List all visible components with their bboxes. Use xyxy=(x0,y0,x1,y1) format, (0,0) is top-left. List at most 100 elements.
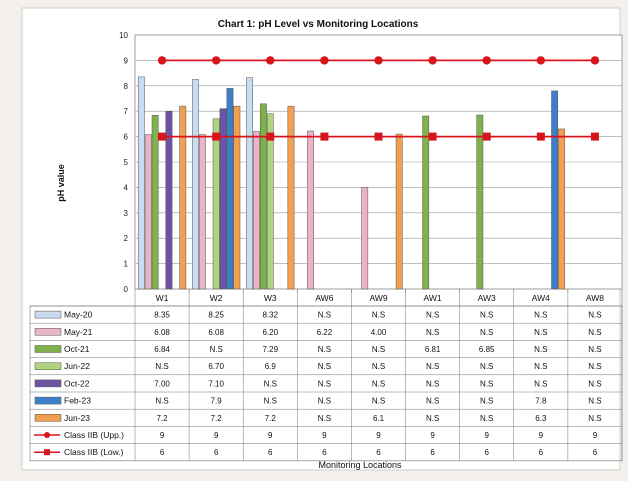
category-label: AW9 xyxy=(369,293,387,303)
table-cell-value: N.S xyxy=(318,414,331,423)
table-cell-value: 6.3 xyxy=(535,414,547,423)
limit-marker xyxy=(320,132,329,141)
legend-swatch xyxy=(34,414,62,422)
y-tick-label: 10 xyxy=(119,31,128,40)
limit-marker xyxy=(536,132,545,141)
table-cell-value: N.S xyxy=(372,362,385,371)
category-label: W3 xyxy=(264,293,277,303)
table-cell-value: 6 xyxy=(539,448,544,457)
table-cell-value: N.S xyxy=(372,397,385,406)
table-cell-value: 6 xyxy=(593,448,598,457)
table-cell-value: 9 xyxy=(484,431,489,440)
table-cell-value: 8.32 xyxy=(262,311,278,320)
legend-swatch xyxy=(34,345,62,353)
y-tick-label: 3 xyxy=(124,209,129,218)
table-cell-value: 7.2 xyxy=(211,414,223,423)
bar xyxy=(233,105,241,290)
table-cell-value: N.S xyxy=(588,345,601,354)
bar xyxy=(219,108,227,290)
limit-marker xyxy=(158,132,167,141)
y-tick-label: 7 xyxy=(124,107,129,116)
bar xyxy=(307,130,314,290)
table-cell-value: 9 xyxy=(214,431,219,440)
table-cell-value: N.S xyxy=(588,397,601,406)
table-cell-value: N.S xyxy=(372,345,385,354)
limit-marker xyxy=(266,132,275,141)
table-cell-value: 7.2 xyxy=(265,414,277,423)
table-cell-value: N.S xyxy=(588,379,601,388)
table-cell-value: 9 xyxy=(268,431,273,440)
category-label: AW1 xyxy=(424,293,442,303)
table-cell-value: N.S xyxy=(372,311,385,320)
limit-marker xyxy=(157,56,167,65)
bar xyxy=(226,88,234,290)
limit-marker xyxy=(590,56,600,65)
legend-label: May-20 xyxy=(64,310,93,320)
table-cell-value: N.S xyxy=(480,311,493,320)
y-axis-label: pH value xyxy=(56,164,66,202)
category-label: AW6 xyxy=(315,293,333,303)
table-cell-value: 7.9 xyxy=(211,397,223,406)
table-cell-value: N.S xyxy=(155,362,168,371)
table-cell-value: 8.35 xyxy=(154,311,170,320)
legend-label: Oct-22 xyxy=(64,378,90,388)
table-cell-value: 7.8 xyxy=(535,397,547,406)
table-cell-value: 8.25 xyxy=(208,311,224,320)
table-cell-value: 9 xyxy=(430,431,435,440)
category-label: W2 xyxy=(210,293,223,303)
table-cell-value: 6 xyxy=(214,448,219,457)
category-label: W1 xyxy=(156,293,169,303)
bar xyxy=(212,118,220,290)
limit-marker xyxy=(482,132,491,141)
table-cell-value: 6.08 xyxy=(208,328,224,337)
legend-label: Feb-23 xyxy=(64,396,91,406)
table-cell-value: N.S xyxy=(588,414,601,423)
table-cell-value: 6.22 xyxy=(317,328,333,337)
y-tick-label: 6 xyxy=(124,133,129,142)
legend-swatch xyxy=(34,328,62,336)
limit-marker xyxy=(211,56,221,65)
limit-marker xyxy=(428,56,437,65)
category-label: AW3 xyxy=(478,293,496,303)
table-cell-value: 9 xyxy=(539,431,544,440)
table-cell-value: N.S xyxy=(534,362,547,371)
table-cell-value: 6.70 xyxy=(208,362,224,371)
table-cell-value: N.S xyxy=(318,379,331,388)
y-tick-label: 2 xyxy=(124,234,129,243)
table-cell-value: N.S xyxy=(318,362,331,371)
table-cell-value: N.S xyxy=(588,311,601,320)
bar xyxy=(253,131,260,290)
table-cell-value: 6.85 xyxy=(479,345,495,354)
table-cell-value: 7.2 xyxy=(156,414,168,423)
limit-marker xyxy=(320,56,329,65)
bar xyxy=(266,113,274,290)
x-axis-label: Monitoring Locations xyxy=(318,460,402,470)
legend-label: Jun-23 xyxy=(64,413,90,423)
bar xyxy=(144,134,152,290)
table-cell-value: N.S xyxy=(426,328,439,337)
table-cell-value: 9 xyxy=(376,431,381,440)
table-cell-value: N.S xyxy=(480,379,493,388)
table-cell-value: N.S xyxy=(588,362,601,371)
bar xyxy=(551,90,559,290)
table-cell-value: 9 xyxy=(160,431,165,440)
y-tick-label: 9 xyxy=(124,56,129,65)
bar xyxy=(192,79,199,290)
table-cell-value: 7.29 xyxy=(262,345,278,354)
bar xyxy=(198,134,206,290)
limit-marker xyxy=(590,132,599,141)
table-cell-value: N.S xyxy=(426,362,439,371)
bar xyxy=(259,103,267,290)
limit-marker xyxy=(374,56,383,65)
legend-label: Jun-22 xyxy=(64,361,90,371)
table-cell-value: 6.81 xyxy=(425,345,441,354)
y-tick-label: 1 xyxy=(124,260,129,269)
table-cell-value: N.S xyxy=(318,345,331,354)
table-cell-value: 6.08 xyxy=(154,328,170,337)
table-cell-value: N.S xyxy=(480,328,493,337)
bar xyxy=(179,105,187,290)
table-cell-value: N.S xyxy=(588,328,601,337)
legend-label: May-21 xyxy=(64,327,93,337)
